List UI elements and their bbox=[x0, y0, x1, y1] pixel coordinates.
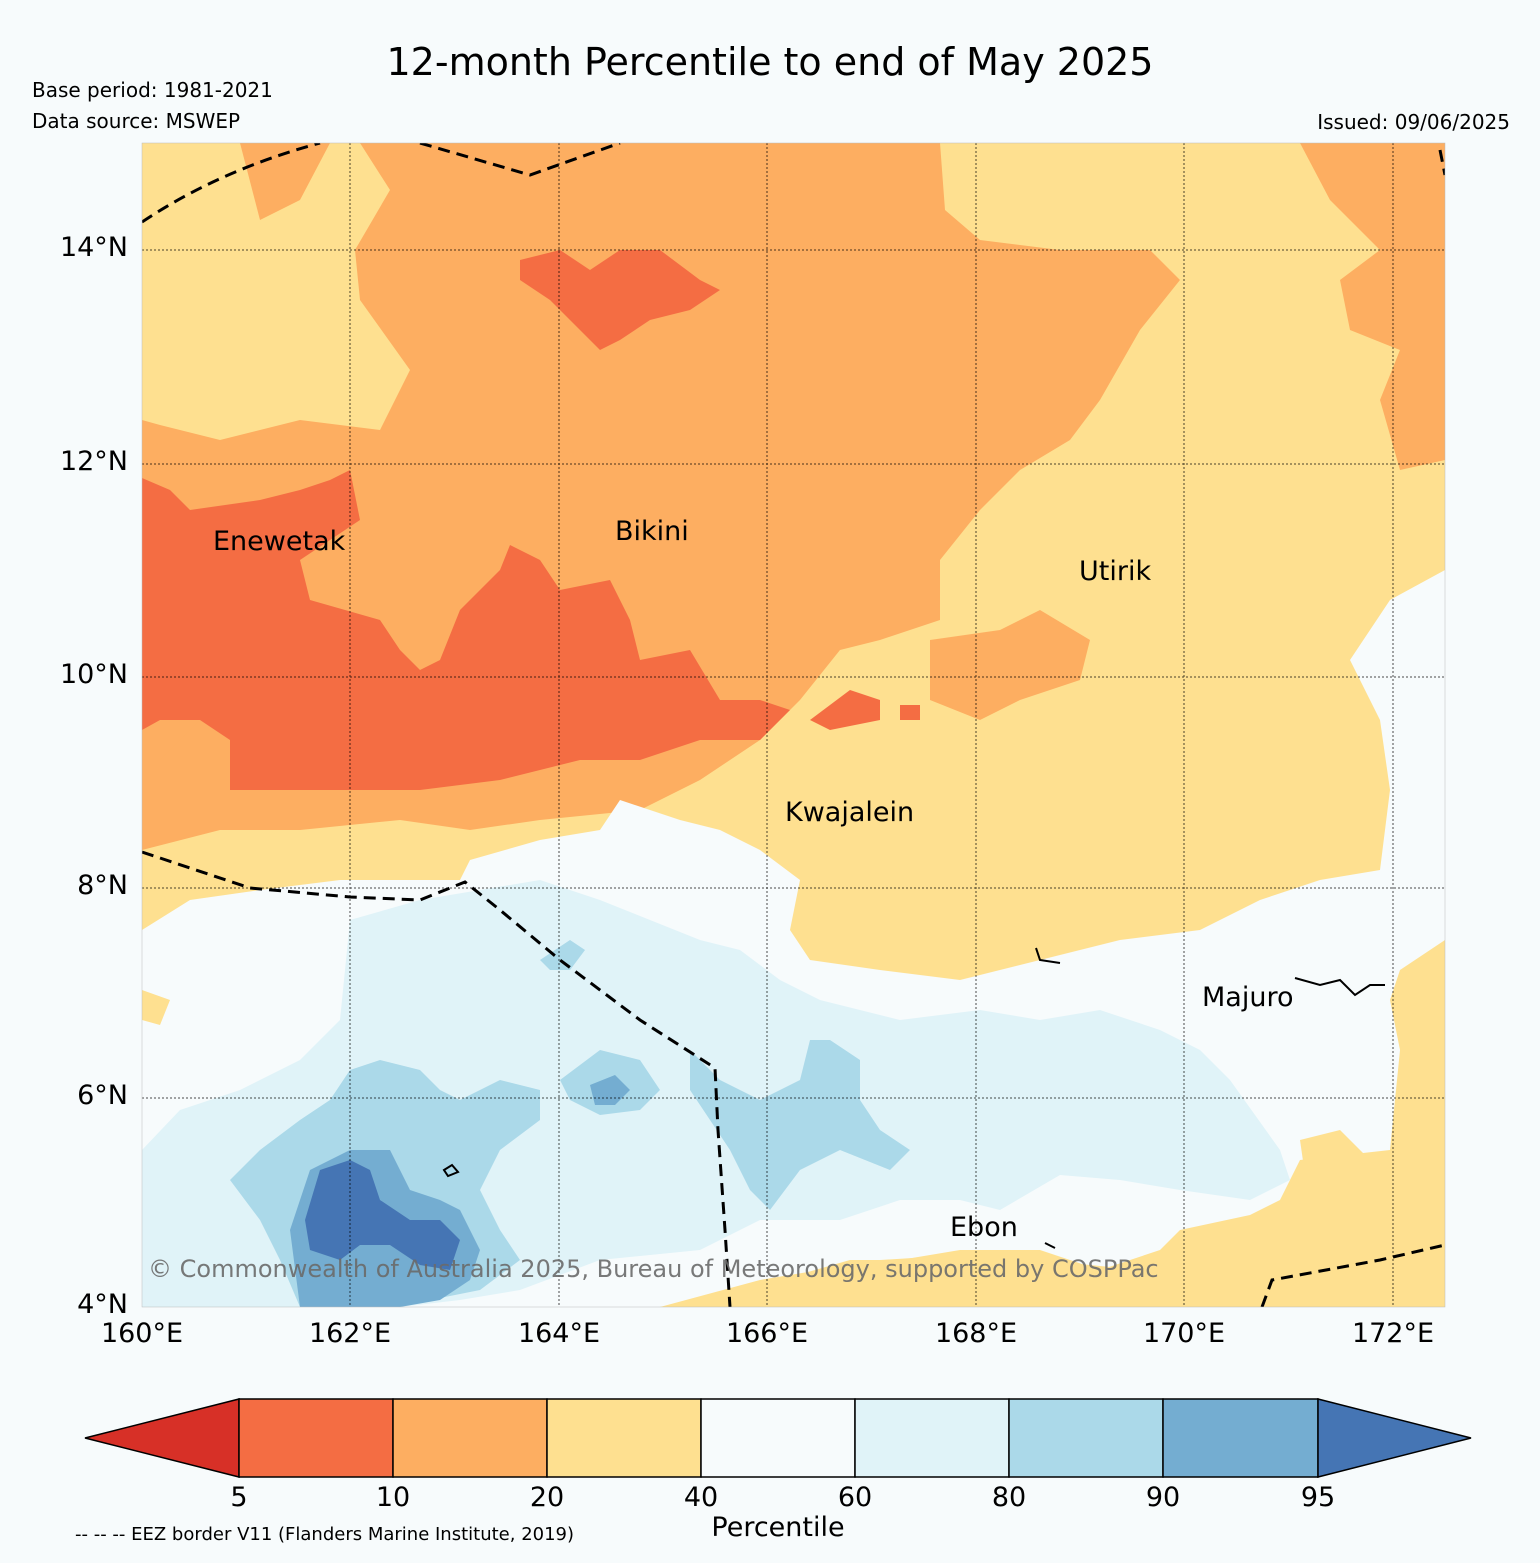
place-label-kwajalein: Kwajalein bbox=[785, 797, 915, 828]
band-10-20 bbox=[930, 610, 1090, 720]
base-period: Base period: 1981-2021 bbox=[32, 78, 273, 102]
lat-tick-label: 14°N bbox=[59, 232, 128, 263]
band-80-90 bbox=[690, 1040, 910, 1210]
place-label-ebon: Ebon bbox=[950, 1212, 1018, 1243]
place-label-enewetak: Enewetak bbox=[213, 526, 346, 557]
colorbar-tick: 10 bbox=[375, 1482, 411, 1513]
colorbar-tick: 95 bbox=[1300, 1482, 1336, 1513]
band-20-40 bbox=[1230, 1215, 1310, 1307]
colorbar-segment bbox=[854, 1398, 1010, 1478]
map-field bbox=[142, 143, 1445, 1307]
colorbar-segment bbox=[392, 1398, 548, 1478]
band-5-10 bbox=[900, 705, 920, 720]
lon-tick-label: 172°E bbox=[1351, 1318, 1435, 1349]
eez-border bbox=[142, 143, 1445, 1307]
lat-tick-label: 4°N bbox=[77, 1289, 128, 1320]
lon-tick-label: 162°E bbox=[308, 1318, 392, 1349]
band-5-10 bbox=[810, 690, 880, 730]
place-label-bikini: Bikini bbox=[615, 516, 689, 547]
eez-legend-note: -- -- -- EEZ border V11 (Flanders Marine… bbox=[75, 1524, 575, 1545]
colorbar-tick: 20 bbox=[529, 1482, 565, 1513]
colorbar-segment bbox=[546, 1398, 702, 1478]
band-20-40 bbox=[142, 990, 170, 1025]
band-5-10 bbox=[520, 250, 720, 350]
map-frame bbox=[141, 142, 1446, 1308]
colorbar-segment bbox=[1008, 1398, 1164, 1478]
data-source: Data source: MSWEP bbox=[32, 109, 241, 133]
lon-tick-label: 160°E bbox=[100, 1318, 184, 1349]
colorbar-segment bbox=[700, 1398, 856, 1478]
lat-tick-label: 6°N bbox=[77, 1080, 128, 1111]
issued-date: Issued: 09/06/2025 bbox=[1317, 110, 1510, 134]
lat-tick-label: 8°N bbox=[77, 870, 128, 901]
place-label-majuro: Majuro bbox=[1202, 982, 1294, 1013]
lon-tick-label: 166°E bbox=[725, 1318, 809, 1349]
lon-tick-label: 168°E bbox=[934, 1318, 1018, 1349]
band-above-95 bbox=[305, 1160, 460, 1270]
colorbar-tick: 40 bbox=[683, 1482, 719, 1513]
band-10-20 bbox=[1300, 143, 1445, 470]
place-label-utirik: Utirik bbox=[1079, 556, 1152, 587]
colorbar-tick: 80 bbox=[991, 1482, 1027, 1513]
colorbar bbox=[84, 1398, 1472, 1478]
colorbar-tick: 5 bbox=[230, 1482, 248, 1513]
lon-tick-label: 170°E bbox=[1142, 1318, 1226, 1349]
lat-tick-label: 10°N bbox=[59, 659, 128, 690]
band-5-10 bbox=[142, 470, 790, 790]
colorbar-tick: 60 bbox=[837, 1482, 873, 1513]
colorbar-segment bbox=[238, 1398, 394, 1478]
colorbar-extend-high bbox=[1317, 1398, 1472, 1478]
lon-tick-label: 164°E bbox=[517, 1318, 601, 1349]
map-grid bbox=[142, 143, 1445, 1307]
band-20-40 bbox=[1300, 1130, 1370, 1210]
colorbar-tick: 90 bbox=[1145, 1482, 1181, 1513]
band-20-40 bbox=[660, 1255, 1180, 1307]
lat-tick-label: 12°N bbox=[59, 446, 128, 477]
colorbar-extend-low bbox=[84, 1398, 240, 1478]
colorbar-label: Percentile bbox=[711, 1512, 845, 1543]
copyright-notice: © Commonwealth of Australia 2025, Bureau… bbox=[148, 1255, 1159, 1283]
map-title: 12-month Percentile to end of May 2025 bbox=[386, 40, 1154, 84]
colorbar-segment bbox=[1162, 1398, 1319, 1478]
band-80-90 bbox=[540, 940, 585, 970]
islands bbox=[442, 947, 1385, 1249]
